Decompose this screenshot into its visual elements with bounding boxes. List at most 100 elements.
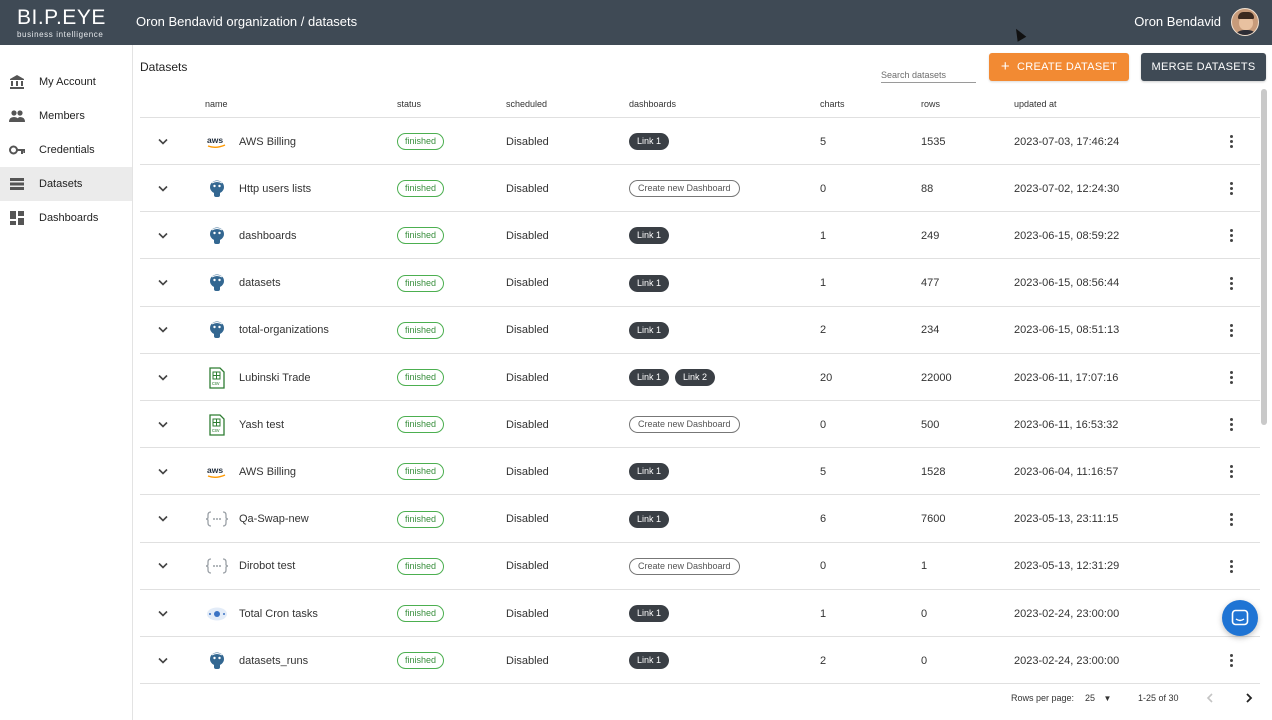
mouse-cursor-icon <box>1011 26 1027 42</box>
row-menu-button[interactable] <box>1225 401 1237 448</box>
rows-per-page-select[interactable]: 25 ▼ <box>1085 693 1111 703</box>
sidebar-item-my-account[interactable]: My Account <box>0 65 132 99</box>
dashboard-link[interactable]: Link 1 <box>629 227 670 245</box>
row-menu-button[interactable] <box>1225 354 1237 401</box>
row-menu-button[interactable] <box>1225 543 1237 590</box>
status-cell: finished <box>397 260 445 307</box>
row-menu-button[interactable] <box>1225 496 1237 543</box>
status-badge: finished <box>397 180 445 198</box>
table-row[interactable]: datasets_runs finished Disabled Link 1 2… <box>140 637 1260 685</box>
dashboard-link[interactable]: Link 1 <box>629 463 670 481</box>
dataset-name[interactable]: Http users lists <box>239 182 312 195</box>
status-cell: finished <box>397 637 445 684</box>
dashboard-link[interactable]: Link 2 <box>675 369 716 386</box>
column-header-status[interactable]: status <box>397 99 422 109</box>
table-row[interactable]: total-organizations finished Disabled Li… <box>140 307 1260 354</box>
dataset-name[interactable]: Lubinski Trade <box>239 371 311 384</box>
dataset-name[interactable]: datasets <box>239 277 281 290</box>
expand-row-button[interactable] <box>157 448 169 495</box>
expand-row-button[interactable] <box>157 354 169 401</box>
status-badge: finished <box>397 369 445 386</box>
row-menu-button[interactable] <box>1225 165 1237 212</box>
chat-launcher-button[interactable] <box>1222 600 1258 636</box>
updated-at: 2023-06-11, 17:07:16 <box>1014 371 1119 384</box>
dashboard-link[interactable]: Link 1 <box>629 369 670 386</box>
sidebar-item-members[interactable]: Members <box>0 99 132 133</box>
rows-count: 7600 <box>921 513 946 526</box>
expand-row-button[interactable] <box>157 637 169 684</box>
dataset-name[interactable]: Qa-Swap-new <box>239 513 309 526</box>
dataset-name[interactable]: AWS Billing <box>239 135 297 148</box>
logo[interactable]: BI.P.EYE business intelligence <box>17 7 109 40</box>
dashboard-link[interactable]: Link 1 <box>629 510 670 528</box>
dataset-name[interactable]: datasets_runs <box>239 654 309 667</box>
dashboard-link[interactable]: Link 1 <box>629 652 670 670</box>
dataset-name[interactable]: AWS Billing <box>239 465 297 478</box>
dataset-name[interactable]: dashboards <box>239 229 297 242</box>
scheduled-value: Disabled <box>506 324 549 337</box>
create-dataset-button[interactable]: + CREATE DATASET <box>989 53 1129 81</box>
charts-count: 1 <box>820 607 827 620</box>
dashboard-link[interactable]: Link 1 <box>629 274 670 292</box>
more-vert-icon <box>1229 512 1233 526</box>
column-header-rows[interactable]: rows <box>921 99 941 109</box>
column-header-charts[interactable]: charts <box>820 99 845 109</box>
create-new-dashboard-button[interactable]: Create new Dashboard <box>629 557 740 575</box>
table-row[interactable]: Http users lists finished Disabled Creat… <box>140 165 1260 213</box>
avatar[interactable] <box>1231 8 1259 36</box>
row-menu-button[interactable] <box>1225 212 1237 259</box>
sidebar-item-dashboards[interactable]: Dashboards <box>0 201 132 235</box>
expand-row-button[interactable] <box>157 543 169 590</box>
dataset-name[interactable]: Total Cron tasks <box>239 607 318 620</box>
expand-row-button[interactable] <box>157 165 169 212</box>
sidebar-item-datasets[interactable]: Datasets <box>0 167 132 201</box>
sidebar-item-credentials[interactable]: Credentials <box>0 133 132 167</box>
table-row[interactable]: Qa-Swap-new finished Disabled Link 1 6 7… <box>140 496 1260 543</box>
column-header-name[interactable]: name <box>205 99 228 109</box>
expand-row-button[interactable] <box>157 307 169 354</box>
next-page-button[interactable] <box>1241 690 1257 706</box>
create-new-dashboard-button[interactable]: Create new Dashboard <box>629 180 740 198</box>
chevron-down-icon <box>158 232 168 239</box>
column-header-dashboards[interactable]: dashboards <box>629 99 677 109</box>
table-row[interactable]: aws AWS Billing finished Disabled Link 1… <box>140 448 1260 496</box>
table-row[interactable]: csv Lubinski Trade finished Disabled Lin… <box>140 354 1260 401</box>
row-menu-button[interactable] <box>1225 307 1237 354</box>
more-vert-icon <box>1229 323 1233 337</box>
column-header-updated-at[interactable]: updated at <box>1014 99 1057 109</box>
create-new-dashboard-button[interactable]: Create new Dashboard <box>629 416 740 434</box>
expand-row-button[interactable] <box>157 212 169 259</box>
table-row[interactable]: datasets finished Disabled Link 1 1 477 … <box>140 260 1260 307</box>
merge-datasets-button[interactable]: MERGE DATASETS <box>1141 53 1266 81</box>
table-row[interactable]: Total Cron tasks finished Disabled Link … <box>140 590 1260 637</box>
scrollbar[interactable] <box>1261 89 1267 425</box>
dashboard-link[interactable]: Link 1 <box>629 321 670 339</box>
column-header-scheduled[interactable]: scheduled <box>506 99 548 109</box>
dashboards-cell: Link 1 <box>629 212 670 259</box>
updated-at: 2023-06-11, 16:53:32 <box>1014 418 1119 431</box>
dashboard-link[interactable]: Link 1 <box>629 133 670 150</box>
expand-row-button[interactable] <box>157 590 169 637</box>
expand-row-button[interactable] <box>157 260 169 307</box>
row-menu-button[interactable] <box>1225 118 1237 165</box>
row-menu-button[interactable] <box>1225 260 1237 307</box>
svg-text:aws: aws <box>207 135 223 145</box>
expand-row-button[interactable] <box>157 118 169 165</box>
search-input[interactable] <box>881 65 976 83</box>
user-name[interactable]: Oron Bendavid <box>1134 14 1221 29</box>
previous-page-button[interactable] <box>1202 690 1218 706</box>
expand-row-button[interactable] <box>157 496 169 543</box>
table-row[interactable]: csv Yash test finished Disabled Create n… <box>140 401 1260 449</box>
table-row[interactable]: dashboards finished Disabled Link 1 1 24… <box>140 212 1260 260</box>
expand-row-button[interactable] <box>157 401 169 448</box>
dashboard-link[interactable]: Link 1 <box>629 605 670 622</box>
table-row[interactable]: Dirobot test finished Disabled Create ne… <box>140 543 1260 590</box>
dataset-name[interactable]: Yash test <box>239 418 285 431</box>
row-menu-button[interactable] <box>1225 448 1237 495</box>
scheduled-value: Disabled <box>506 465 549 478</box>
charts-count: 5 <box>820 465 827 478</box>
row-menu-button[interactable] <box>1225 637 1237 684</box>
table-row[interactable]: aws AWS Billing finished Disabled Link 1… <box>140 118 1260 165</box>
dataset-name[interactable]: Dirobot test <box>239 560 296 573</box>
dataset-name[interactable]: total-organizations <box>239 324 329 337</box>
